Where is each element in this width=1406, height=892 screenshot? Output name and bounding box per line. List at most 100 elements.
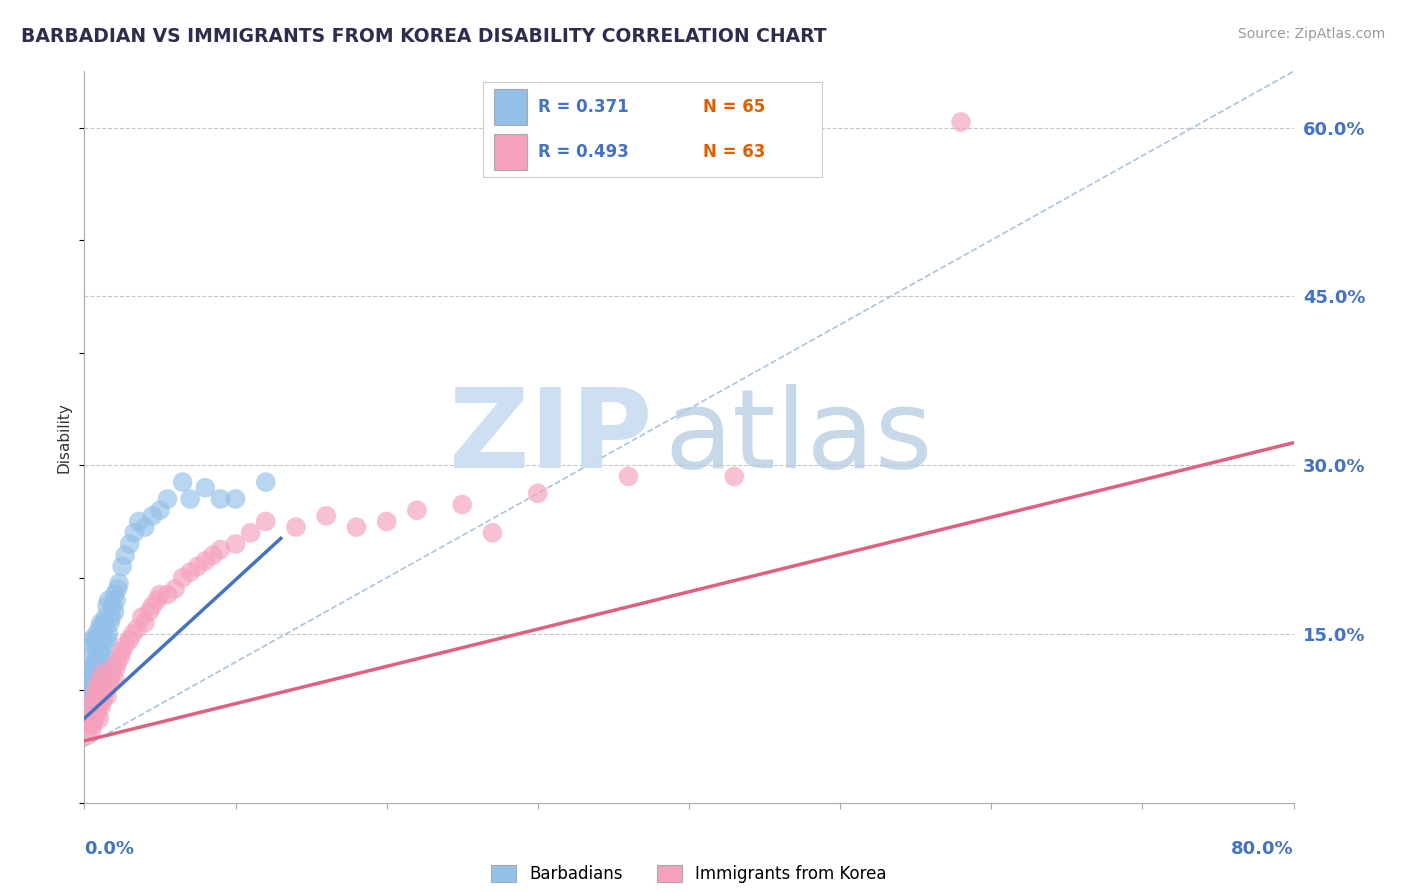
Point <box>108 576 131 591</box>
Point <box>209 542 232 557</box>
Point <box>77 694 100 708</box>
Point <box>80 700 103 714</box>
Point <box>104 672 127 686</box>
Point <box>122 525 145 540</box>
Point <box>79 700 101 714</box>
Point <box>179 565 201 579</box>
Point <box>209 491 232 506</box>
Point <box>194 481 217 495</box>
Point <box>86 706 108 720</box>
Point <box>134 615 156 630</box>
Point <box>90 666 112 681</box>
Point <box>76 728 98 742</box>
Text: Source: ZipAtlas.com: Source: ZipAtlas.com <box>1237 27 1385 41</box>
Point <box>481 525 503 540</box>
Point <box>91 655 114 669</box>
Point <box>80 723 103 737</box>
Point <box>107 655 129 669</box>
Point <box>146 593 169 607</box>
Point <box>111 644 134 658</box>
Point <box>80 632 103 647</box>
Point <box>254 515 277 529</box>
Point <box>86 649 108 664</box>
Point <box>94 638 117 652</box>
Point <box>93 689 115 703</box>
Point <box>254 475 277 489</box>
Point <box>406 503 429 517</box>
Point <box>93 649 115 664</box>
Point <box>114 548 136 562</box>
Point <box>617 469 640 483</box>
Point <box>114 638 136 652</box>
Point <box>80 689 103 703</box>
Point <box>91 694 114 708</box>
Point <box>86 683 108 698</box>
Point <box>950 115 973 129</box>
Point <box>94 610 117 624</box>
Point <box>84 672 107 686</box>
Point <box>239 525 262 540</box>
Point <box>149 503 172 517</box>
Point <box>79 678 101 692</box>
Point <box>118 537 141 551</box>
Point <box>104 588 127 602</box>
Point <box>131 610 153 624</box>
Point <box>87 638 110 652</box>
Point <box>80 706 103 720</box>
Point <box>96 689 118 703</box>
Point <box>90 644 112 658</box>
Point <box>94 683 117 698</box>
Point <box>105 593 128 607</box>
Point <box>100 666 122 681</box>
Point <box>315 508 337 523</box>
Point <box>141 508 163 523</box>
Point <box>84 689 107 703</box>
Point <box>128 515 150 529</box>
Point <box>101 661 124 675</box>
Point <box>105 661 128 675</box>
Point <box>89 672 111 686</box>
Point <box>82 694 104 708</box>
Legend: Barbadians, Immigrants from Korea: Barbadians, Immigrants from Korea <box>485 858 893 889</box>
Point <box>91 666 114 681</box>
Point <box>527 486 550 500</box>
Point <box>84 632 107 647</box>
Point <box>723 469 745 483</box>
Point <box>172 571 194 585</box>
Point <box>86 666 108 681</box>
Point <box>87 661 110 675</box>
Point <box>194 554 217 568</box>
Point <box>89 683 111 698</box>
Point <box>90 672 112 686</box>
Point <box>86 627 108 641</box>
Point <box>138 605 160 619</box>
Point <box>187 559 209 574</box>
Point <box>91 627 114 641</box>
Point <box>156 588 179 602</box>
Point <box>82 717 104 731</box>
Point <box>156 491 179 506</box>
Point <box>93 615 115 630</box>
Point <box>90 615 112 630</box>
Point <box>101 599 124 613</box>
Point <box>82 661 104 675</box>
Point <box>89 649 111 664</box>
Y-axis label: Disability: Disability <box>56 401 72 473</box>
Point <box>84 689 107 703</box>
Point <box>82 694 104 708</box>
Point <box>98 672 121 686</box>
Point <box>96 632 118 647</box>
Point <box>121 627 143 641</box>
Point <box>165 582 187 596</box>
Point <box>77 672 100 686</box>
Point <box>80 649 103 664</box>
Point <box>346 520 368 534</box>
Point <box>179 491 201 506</box>
Point <box>87 700 110 714</box>
Point <box>104 605 127 619</box>
Point <box>107 582 129 596</box>
Point <box>127 621 149 635</box>
Text: ZIP: ZIP <box>450 384 652 491</box>
Text: 0.0%: 0.0% <box>84 840 135 858</box>
Point <box>84 655 107 669</box>
